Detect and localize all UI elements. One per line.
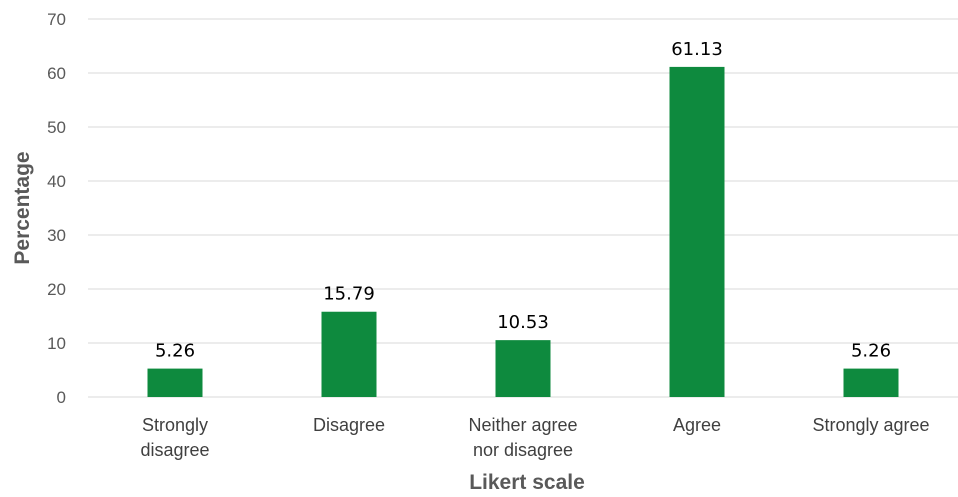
data-labels: 5.26 15.79 10.53 61.13 5.26 [155, 39, 891, 362]
data-label: 5.26 [851, 341, 891, 362]
gridlines [88, 18, 958, 398]
y-tick-label: 20 [47, 280, 66, 299]
y-tick-label: 40 [47, 172, 66, 191]
data-label: 10.53 [497, 312, 549, 333]
x-tick-label: Disagree [313, 415, 385, 435]
x-tick-label: Neither agree nor disagree [468, 415, 577, 460]
y-tick-label: 30 [47, 226, 66, 245]
bar [495, 340, 551, 397]
data-label: 61.13 [671, 39, 723, 60]
x-axis-ticks: Strongly disagree Disagree Neither agree nor… [140, 415, 929, 460]
bar [669, 66, 725, 397]
bar [147, 368, 203, 397]
y-tick-label: 10 [47, 334, 66, 353]
x-axis-title: Likert scale [469, 471, 585, 494]
bar [321, 311, 377, 397]
y-tick-label: 50 [47, 118, 66, 137]
y-tick-label: 60 [47, 64, 66, 83]
x-tick-label: Agree [673, 415, 721, 435]
data-label: 15.79 [323, 284, 375, 305]
y-axis-title: Percentage [11, 151, 34, 264]
y-tick-label: 0 [57, 388, 66, 407]
bar [843, 368, 899, 397]
y-tick-label: 70 [47, 10, 66, 29]
y-axis-ticks: 0 10 20 30 40 50 60 70 [47, 10, 66, 407]
x-tick-label: Strongly disagree [140, 415, 209, 460]
data-label: 5.26 [155, 341, 195, 362]
bars [147, 66, 899, 397]
x-tick-label: Strongly agree [812, 415, 929, 435]
